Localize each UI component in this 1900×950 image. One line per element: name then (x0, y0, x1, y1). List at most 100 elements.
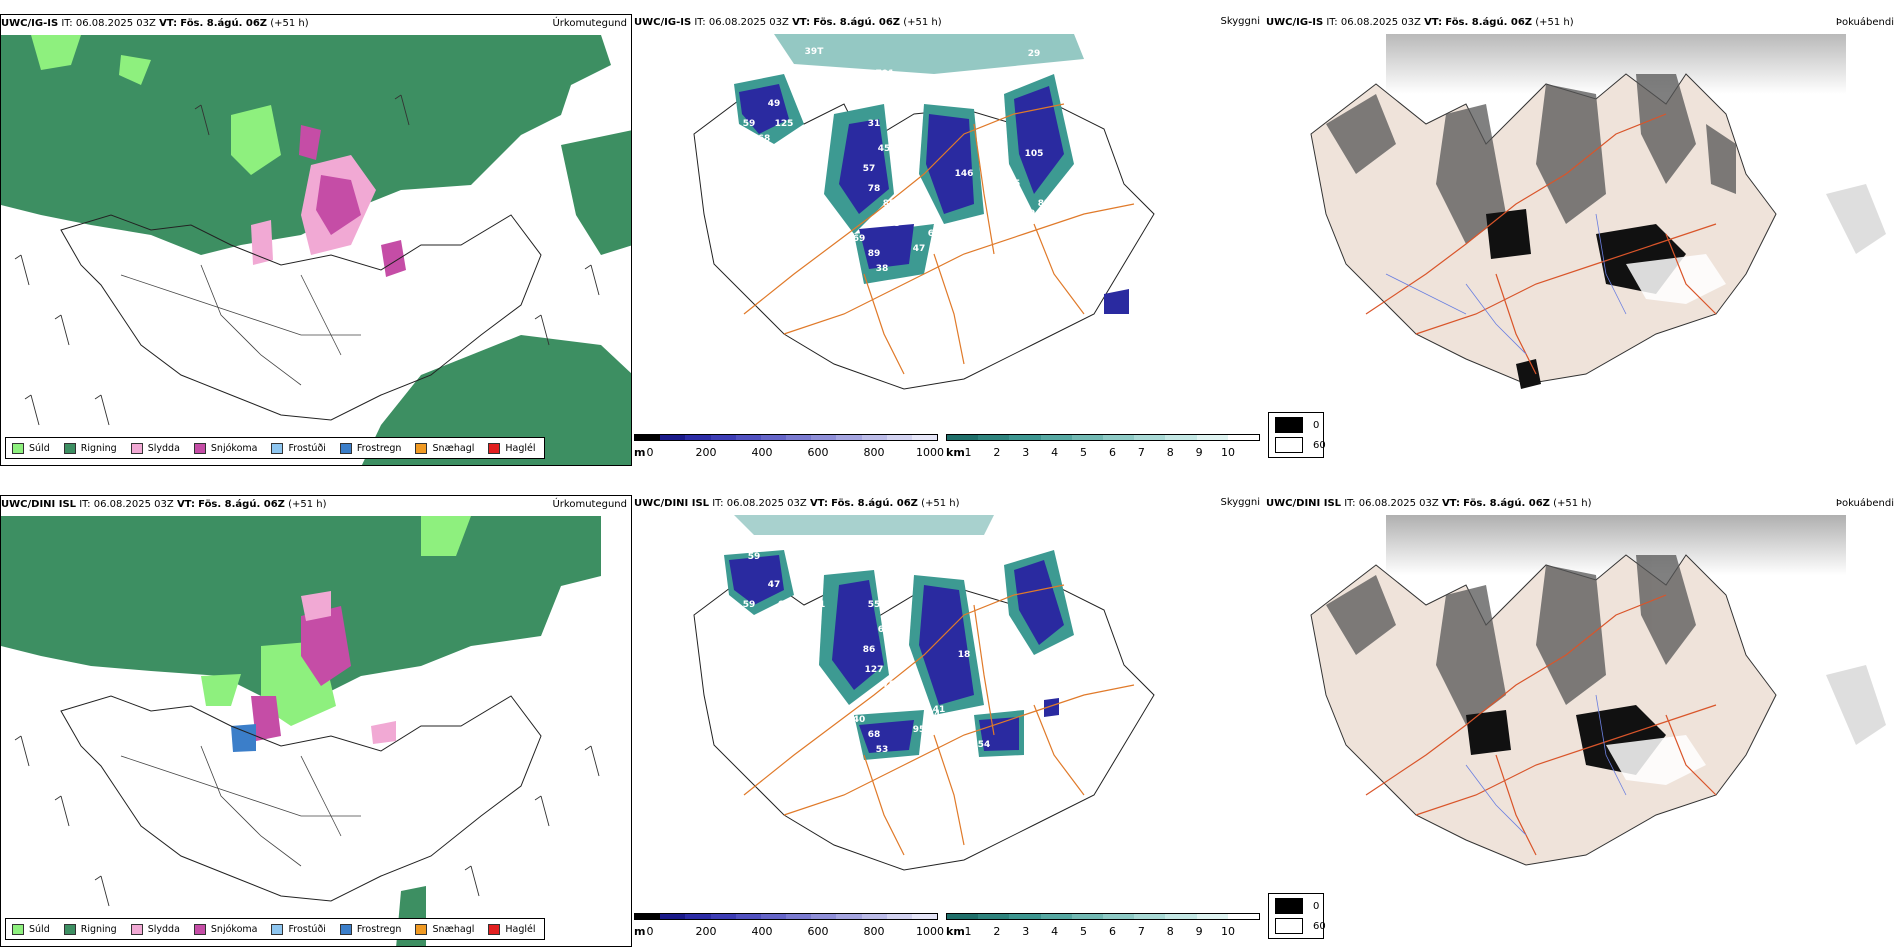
cloud-panel-top: UWC/IG-IS IT: 06.08.2025 03Z VT: Fös. 8.… (634, 14, 1264, 466)
lead-time: (+51 h) (903, 17, 941, 28)
colorbar-tick: 10 (1221, 446, 1235, 459)
legend-swatch (64, 443, 76, 454)
cloud-height-label: 40 (853, 715, 866, 725)
colorbar-segment (1165, 914, 1196, 919)
cloud-height-label: 82 (1038, 199, 1051, 209)
cloud-height-label: 41 (813, 600, 826, 610)
legend-swatch (64, 924, 76, 935)
legend-swatch (340, 443, 352, 454)
lead-time: (+51 h) (921, 498, 959, 509)
it-label: IT: (712, 498, 723, 509)
precip-panel-top: UWC/IG-IS IT: 06.08.2025 03Z VT: Fös. 8.… (0, 14, 632, 466)
colorbar-segment (660, 914, 685, 919)
cloud-height-label: 32 (1008, 660, 1021, 670)
colorbar-tick: 600 (808, 446, 829, 459)
legend-swatch (131, 924, 143, 935)
it-label: IT: (1326, 17, 1337, 28)
it-value: 06.08.2025 03Z (727, 498, 807, 509)
colorbar-segment (1009, 435, 1040, 440)
cloud-title: Skyggni (1220, 16, 1260, 27)
panel-header: UWC/IG-IS IT: 06.08.2025 03Z VT: Fös. 8.… (1266, 17, 1574, 28)
legend-item: Haglél (488, 924, 535, 935)
colorbar-segment (947, 914, 978, 919)
colorbar-segment (761, 435, 786, 440)
legend-item: Slydda (131, 924, 180, 935)
colorbar-segment (786, 435, 811, 440)
cloud-height-label: 38 (876, 264, 889, 274)
legend-item: Snæhagl (415, 443, 474, 454)
lead-time: (+51 h) (1553, 498, 1591, 509)
fog-panel-bottom: UWC/DINI ISL IT: 06.08.2025 03Z VT: Fös.… (1266, 495, 1900, 947)
colorbar-segment (1134, 914, 1165, 919)
legend-swatch (131, 443, 143, 454)
legend-label: Snjókoma (211, 443, 258, 454)
legend-label: Snæhagl (432, 924, 474, 935)
colorbar-tick: 10 (1221, 925, 1235, 938)
legend-label: Snjókoma (211, 924, 258, 935)
colorbar-tick: 400 (752, 925, 773, 938)
colorbar-segment (1103, 435, 1134, 440)
legend-label: Slydda (148, 924, 180, 935)
legend-label: Súld (29, 924, 50, 935)
cloud-height-label: 54 (978, 740, 991, 750)
panel-header: UWC/IG-IS IT: 06.08.2025 03Z VT: Fös. 8.… (1, 18, 309, 29)
colorbar-segment (736, 435, 761, 440)
colorbar-tick: 2 (993, 446, 1000, 459)
panel-header: UWC/DINI ISL IT: 06.08.2025 03Z VT: Fös.… (1266, 498, 1592, 509)
fog-swatch (1275, 898, 1303, 914)
legend-item: Snjókoma (194, 443, 258, 454)
cloud-height-label: 59 (793, 149, 806, 159)
colorbar-tick: 3 (1022, 925, 1029, 938)
legend-item: Snæhagl (415, 924, 474, 935)
it-value: 06.08.2025 03Z (1359, 498, 1439, 509)
cloud-height-label: 12 (933, 224, 946, 234)
legend-swatch (271, 924, 283, 935)
fog-legend-item: 60 (1275, 437, 1326, 453)
cloud-height-label: 49 (768, 99, 781, 109)
it-value: 06.08.2025 03Z (1341, 17, 1421, 28)
cloud-height-label: 55 (868, 600, 881, 610)
fog-legend-item: 60 (1275, 918, 1326, 934)
colorbar-segment (862, 914, 887, 919)
cloud-height-label: 29 (1028, 49, 1041, 59)
cloud-height-label: 68 (758, 134, 771, 144)
colorbar-segment (786, 914, 811, 919)
colorbar-tick: 2 (993, 925, 1000, 938)
vt-label: VT: (810, 498, 828, 509)
it-value: 06.08.2025 03Z (76, 18, 156, 29)
legend-swatch (488, 443, 500, 454)
colorbar-segment (736, 914, 761, 919)
colorbar-tick: 4 (1051, 925, 1058, 938)
height-colorbar: m 0 200 400 600 800 1000 (634, 913, 944, 945)
legend-swatch (415, 924, 427, 935)
cloud-height-label: 47 (913, 244, 926, 254)
cloud-height-label: 53 (876, 745, 889, 755)
colorbar-segment (912, 914, 937, 919)
colorbar-tick: 7 (1138, 925, 1145, 938)
colorbar-tick: 1 (965, 446, 972, 459)
colorbar-tick: 8 (1167, 446, 1174, 459)
colorbar-tick: 400 (752, 446, 773, 459)
legend-swatch (194, 443, 206, 454)
km-bar-strip (946, 913, 1260, 920)
cloud-height-label: 68 (868, 730, 881, 740)
colorbar-segment (978, 914, 1009, 919)
fog-swatch (1275, 437, 1303, 453)
legend-swatch (340, 924, 352, 935)
cloud-height-label: 03 (963, 750, 976, 760)
cloud-height-label: 59 (743, 119, 756, 129)
legend-item: Rigning (64, 443, 117, 454)
colorbar-tick: 6 (1109, 925, 1116, 938)
colorbar-segment (711, 435, 736, 440)
cloud-height-label: 45 (878, 144, 891, 154)
legend-label: Rigning (81, 924, 117, 935)
colorbar-segment (660, 435, 685, 440)
cloud-label-layer: 59 47 59 64 61 41 78 55 63 86 127 70 58 40 68 53 88 95 74 5… (634, 495, 1264, 947)
precip-map (1, 496, 632, 947)
colorbar-segment (887, 435, 912, 440)
vt-label: VT: (1442, 498, 1460, 509)
colorbar-segment (1041, 435, 1072, 440)
colorbar-segment (912, 435, 937, 440)
fog-title: Þokuábendi (1836, 498, 1894, 509)
legend-swatch (488, 924, 500, 935)
